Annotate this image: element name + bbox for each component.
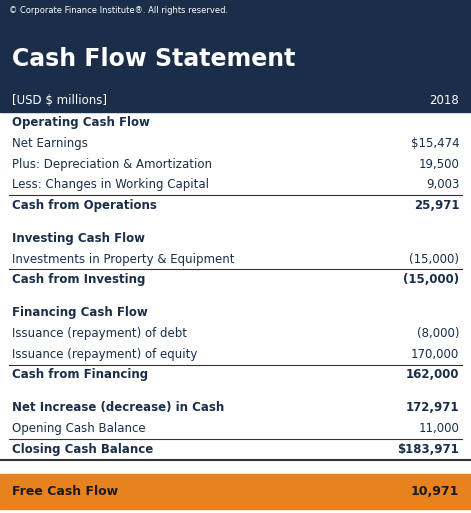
Text: Cash Flow Statement: Cash Flow Statement xyxy=(12,47,295,71)
Text: 162,000: 162,000 xyxy=(406,368,459,381)
Text: 10,971: 10,971 xyxy=(411,485,459,498)
Text: Cash from Financing: Cash from Financing xyxy=(12,368,148,381)
Text: (15,000): (15,000) xyxy=(403,273,459,286)
Bar xyxy=(0,22,471,88)
Text: Net Increase (decrease) in Cash: Net Increase (decrease) in Cash xyxy=(12,402,224,415)
Text: (15,000): (15,000) xyxy=(409,252,459,266)
Text: Investments in Property & Equipment: Investments in Property & Equipment xyxy=(12,252,234,266)
Text: 2018: 2018 xyxy=(430,94,459,107)
Text: Cash from Operations: Cash from Operations xyxy=(12,199,157,212)
Text: [USD $ millions]: [USD $ millions] xyxy=(12,94,107,107)
Text: 11,000: 11,000 xyxy=(418,422,459,435)
Bar xyxy=(0,88,471,112)
Text: Issuance (repayment) of debt: Issuance (repayment) of debt xyxy=(12,327,187,340)
Text: 9,003: 9,003 xyxy=(426,178,459,191)
Text: Financing Cash Flow: Financing Cash Flow xyxy=(12,306,147,320)
Text: Investing Cash Flow: Investing Cash Flow xyxy=(12,232,145,245)
Bar xyxy=(0,0,471,22)
Text: $15,474: $15,474 xyxy=(411,137,459,150)
Text: Plus: Depreciation & Amortization: Plus: Depreciation & Amortization xyxy=(12,157,212,170)
Text: $183,971: $183,971 xyxy=(398,443,459,456)
Text: Issuance (repayment) of equity: Issuance (repayment) of equity xyxy=(12,348,197,361)
Text: Free Cash Flow: Free Cash Flow xyxy=(12,485,118,498)
Text: 170,000: 170,000 xyxy=(411,348,459,361)
Text: Closing Cash Balance: Closing Cash Balance xyxy=(12,443,153,456)
Text: Less: Changes in Working Capital: Less: Changes in Working Capital xyxy=(12,178,209,191)
Text: 172,971: 172,971 xyxy=(406,402,459,415)
Text: Operating Cash Flow: Operating Cash Flow xyxy=(12,116,150,129)
Text: © Corporate Finance Institute®. All rights reserved.: © Corporate Finance Institute®. All righ… xyxy=(9,6,228,15)
Text: Cash from Investing: Cash from Investing xyxy=(12,273,145,286)
Text: Opening Cash Balance: Opening Cash Balance xyxy=(12,422,146,435)
Text: Net Earnings: Net Earnings xyxy=(12,137,88,150)
Text: 25,971: 25,971 xyxy=(414,199,459,212)
Text: (8,000): (8,000) xyxy=(417,327,459,340)
Text: 19,500: 19,500 xyxy=(418,157,459,170)
Bar xyxy=(0,474,471,509)
